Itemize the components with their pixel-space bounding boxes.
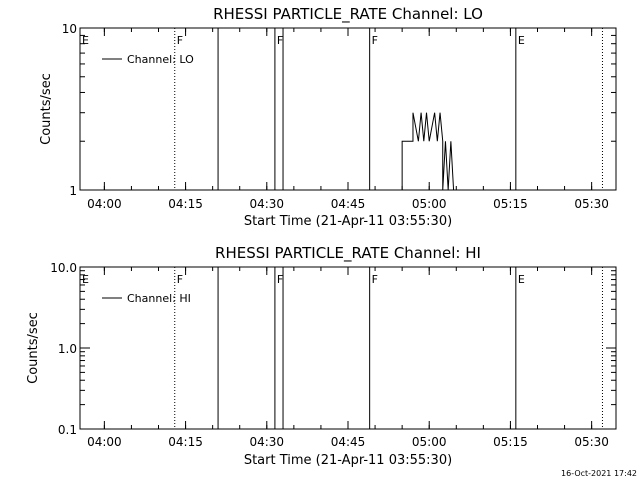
footer-timestamp: 16-Oct-2021 17:42 [561,469,637,478]
x-tick-label: 05:30 [574,435,609,449]
y-tick-label: 1 [69,184,77,198]
x-tick-label: 04:45 [331,197,366,211]
x-tick-label: 05:30 [574,197,609,211]
flag-label: E [82,273,89,286]
chart-title: RHESSI PARTICLE_RATE Channel: LO [213,5,483,24]
y-tick-label: 0.1 [58,423,77,437]
y-axis-label: Counts/sec [39,73,54,145]
x-tick-label: 04:30 [249,197,284,211]
x-tick-label: 04:00 [87,435,122,449]
flag-label: E [518,273,525,286]
x-tick-label: 04:30 [249,435,284,449]
x-tick-label: 05:15 [493,435,528,449]
chart-lo [79,27,617,191]
y-axis-label: Counts/sec [26,312,41,384]
flag-label: F [177,273,183,286]
x-tick-label: 05:15 [493,197,528,211]
flag-label: E [518,34,525,47]
flag-label: E [82,34,89,47]
flag-label: F [372,273,378,286]
y-tick-label: 1.0 [58,342,77,356]
x-axis-label: Start Time (21-Apr-11 03:55:30) [244,453,452,468]
y-tick-label: 10.0 [50,261,77,275]
flag-label: F [277,34,283,47]
x-tick-label: 04:15 [168,197,203,211]
y-tick-label: 10 [62,22,77,36]
chart-title: RHESSI PARTICLE_RATE Channel: HI [215,244,481,263]
x-tick-label: 04:15 [168,435,203,449]
legend-label: Channel: LO [127,53,194,66]
flag-label: F [277,273,283,286]
x-axis-label: Start Time (21-Apr-11 03:55:30) [244,214,452,229]
chart-hi [79,266,617,430]
flag-label: F [177,34,183,47]
legend-label: Channel: HI [127,292,191,305]
x-tick-label: 04:00 [87,197,122,211]
x-tick-label: 04:45 [331,435,366,449]
data-series-line [401,112,455,191]
x-tick-label: 05:00 [412,197,447,211]
flag-label: F [372,34,378,47]
x-tick-label: 05:00 [412,435,447,449]
